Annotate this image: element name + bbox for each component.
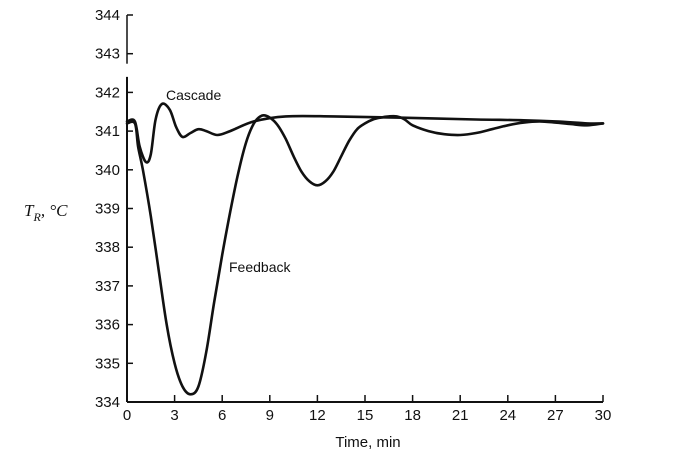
x-tick-label: 30 — [595, 407, 612, 424]
x-tick-label: 18 — [404, 407, 421, 424]
y-axis-title-unit: , °C — [41, 201, 68, 220]
y-tick-label: 344 — [95, 7, 120, 24]
y-tick-label: 335 — [95, 355, 120, 372]
y-tick-label: 340 — [95, 162, 120, 179]
y-tick-label: 342 — [95, 84, 120, 101]
feedback-label: Feedback — [229, 259, 291, 275]
x-tick-label: 3 — [170, 407, 178, 424]
x-tick-label: 9 — [266, 407, 274, 424]
y-tick-label: 341 — [95, 123, 120, 140]
y-tick-label: 343 — [95, 46, 120, 63]
axes: 334 335 336 337 338 339 340 341 342 343 344 0 3 6 9 12 1… — [95, 7, 611, 424]
y-axis-title-main: T — [24, 201, 35, 220]
x-tick-label: 12 — [309, 407, 326, 424]
x-tick-label: 6 — [218, 407, 226, 424]
x-tick-label: 24 — [499, 407, 516, 424]
x-axis-title: Time, min — [335, 434, 400, 451]
x-tick-label: 21 — [452, 407, 469, 424]
series-layer — [125, 102, 605, 396]
series-line-feedback — [125, 113, 605, 396]
x-tick-label: 27 — [547, 407, 564, 424]
y-tick-label: 334 — [95, 394, 120, 411]
y-tick-label: 339 — [95, 201, 120, 218]
series-line-cascade — [125, 102, 605, 164]
y-tick-label: 338 — [95, 239, 120, 256]
y-tick-label: 337 — [95, 278, 120, 295]
cascade-label: Cascade — [166, 87, 221, 103]
y-axis-title-subscript: R — [32, 210, 41, 224]
x-tick-label: 15 — [357, 407, 374, 424]
y-axis-title: TR, °C — [24, 201, 68, 224]
y-tick-label: 336 — [95, 317, 120, 334]
x-tick-label: 0 — [123, 407, 131, 424]
